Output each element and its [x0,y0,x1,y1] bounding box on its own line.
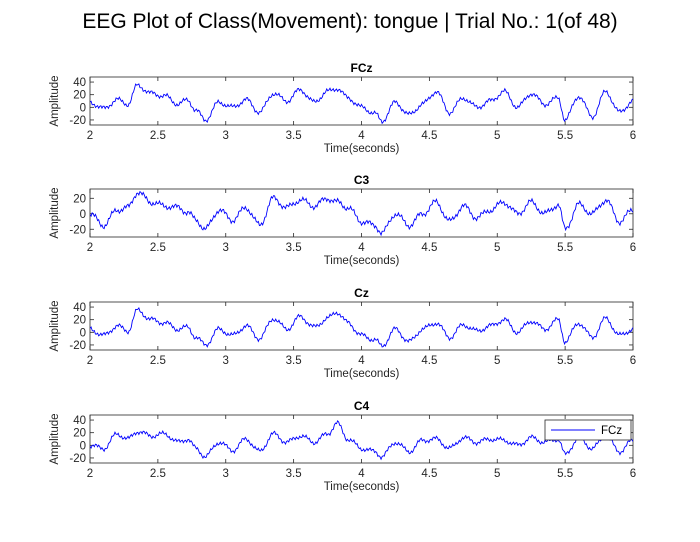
x-tick-label: 3 [223,468,229,480]
subplot-c3: C3 2 2.5 3 3.5 4 4.5 5 5.5 6 -20 0 20 Time(seconds) Am… [49,173,636,267]
subplot-title: Cz [354,286,369,300]
x-tick-label: 5 [494,468,500,480]
subplot-title: C4 [354,399,370,413]
y-axis-label: Amplitude [49,413,61,464]
x-tick-label: 3.5 [286,355,302,367]
x-tick-label: 2.5 [150,130,166,142]
y-tick-label: -20 [69,115,86,127]
x-tick-label: 6 [630,242,636,254]
x-tick-label: 5.5 [557,242,573,254]
y-tick-label: -20 [69,224,86,236]
x-axis-label: Time(seconds) [324,255,400,267]
y-axis-label: Amplitude [49,187,61,238]
y-tick-label: 20 [73,193,86,205]
x-tick-label: 3 [223,242,229,254]
x-tick-label: 6 [630,130,636,142]
subplot-title: FCz [351,61,373,75]
figure-title: EEG Plot of Class(Movement): tongue | Tr… [82,10,618,33]
x-tick-label: 5 [494,242,500,254]
y-axis-label: Amplitude [49,75,61,126]
x-tick-label: 2 [87,355,93,367]
plot-frame [89,76,634,126]
x-tick-label: 6 [630,468,636,480]
x-axis-label: Time(seconds) [324,368,400,380]
x-tick-label: 3 [223,130,229,142]
x-tick-label: 4.5 [421,355,437,367]
series-line [90,419,633,461]
x-tick-label: 4.5 [421,468,437,480]
x-tick-label: 6 [630,355,636,367]
x-tick-label: 2 [87,130,93,142]
y-tick-label: 0 [80,440,86,452]
y-axis-label: Amplitude [49,300,61,351]
y-tick-label: 20 [73,315,86,327]
series-line [90,83,633,125]
y-tick-label: 40 [73,415,86,427]
series-line [90,190,633,237]
x-tick-label: 5.5 [557,355,573,367]
x-tick-label: 3.5 [286,242,302,254]
y-tick-label: 20 [73,90,86,102]
x-tick-label: 4 [358,242,365,254]
y-tick-label: 0 [80,209,86,221]
x-axis-label: Time(seconds) [324,143,400,155]
x-axis-label: Time(seconds) [324,481,400,493]
x-tick-label: 4.5 [421,130,437,142]
x-tick-label: 5.5 [557,130,573,142]
y-tick-label: 40 [73,302,86,314]
x-tick-label: 2 [87,468,93,480]
x-tick-label: 2.5 [150,242,166,254]
x-tick-label: 3.5 [286,130,302,142]
x-tick-label: 5 [494,355,500,367]
x-tick-label: 5.5 [557,468,573,480]
y-tick-label: 0 [80,327,86,339]
x-tick-label: 3.5 [286,468,302,480]
x-tick-label: 3 [223,355,229,367]
x-tick-label: 2.5 [150,355,166,367]
y-tick-label: 20 [73,428,86,440]
x-tick-label: 4 [358,468,365,480]
y-tick-label: -20 [69,453,86,465]
x-tick-label: 4 [358,130,365,142]
x-tick-label: 2.5 [150,468,166,480]
plot-frame [89,414,634,464]
x-tick-label: 4 [358,355,365,367]
plot-frame [89,188,634,238]
y-tick-label: 0 [80,102,86,114]
legend-label: FCz [601,425,622,437]
x-tick-label: 4.5 [421,242,437,254]
y-tick-label: 40 [73,77,86,89]
y-tick-label: -20 [69,340,86,352]
series-line [90,306,633,348]
x-tick-label: 2 [87,242,93,254]
plot-frame [89,301,634,351]
x-tick-label: 5 [494,130,500,142]
subplot-title: C3 [354,173,370,187]
